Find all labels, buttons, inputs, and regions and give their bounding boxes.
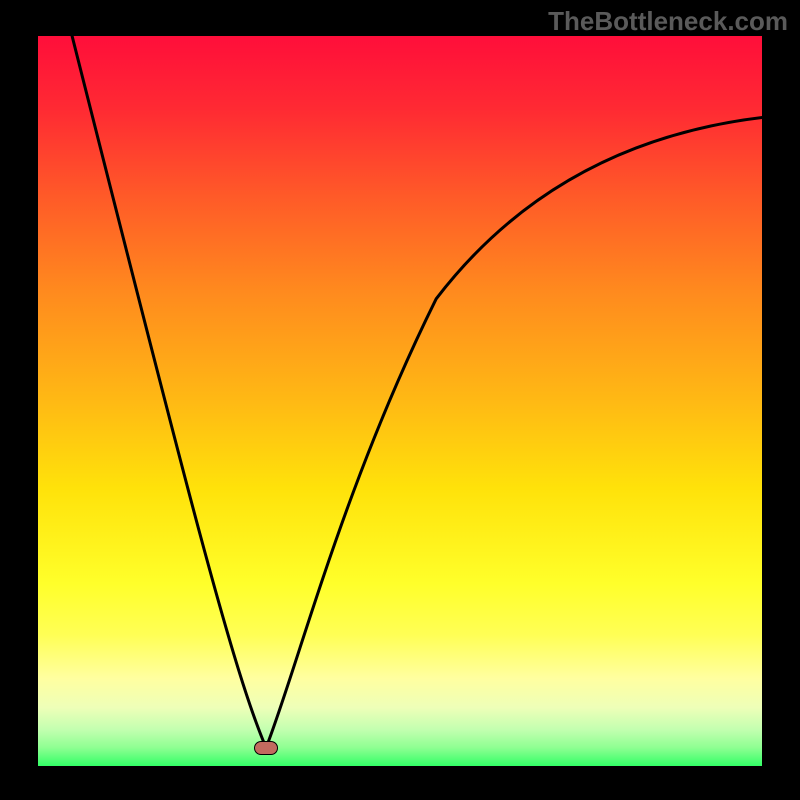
bottleneck-curve	[68, 36, 762, 748]
curve-svg	[38, 36, 762, 766]
vertex-marker	[254, 741, 278, 755]
chart-root: TheBottleneck.com	[0, 0, 800, 800]
watermark: TheBottleneck.com	[548, 6, 788, 37]
plot-area	[38, 36, 762, 766]
